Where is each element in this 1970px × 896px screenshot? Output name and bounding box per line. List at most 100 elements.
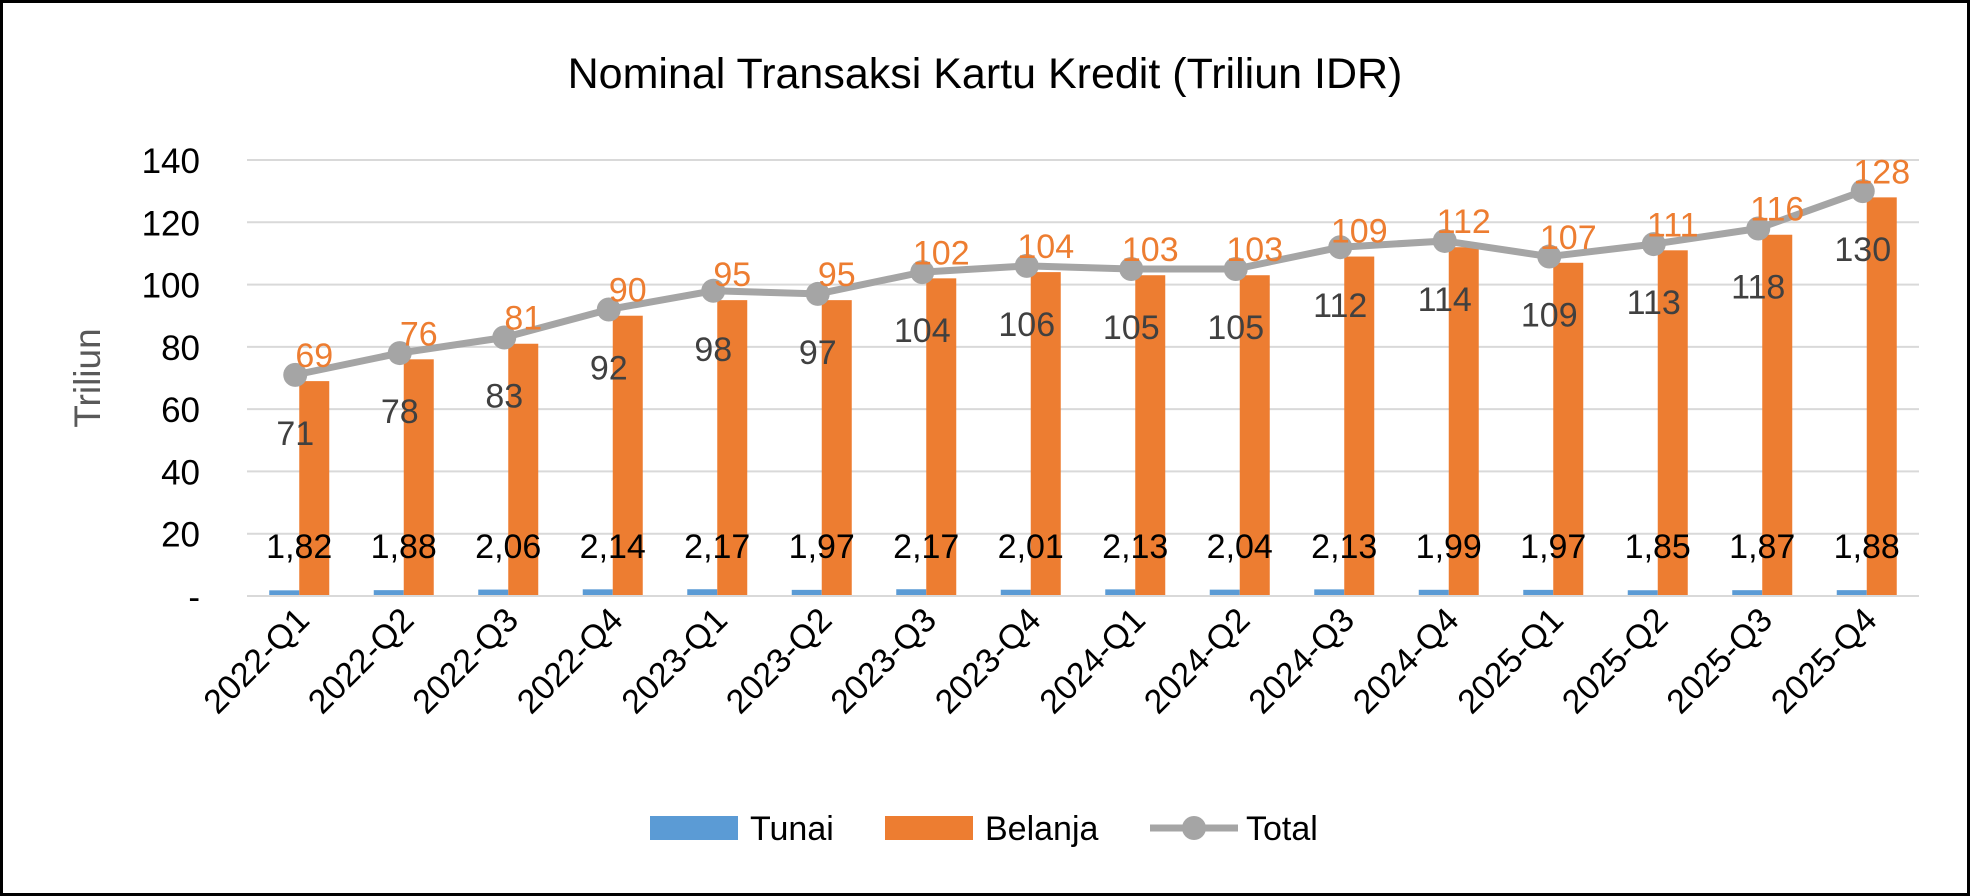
legend: Tunai Belanja Total [650, 810, 1318, 848]
bar-tunai [1836, 590, 1867, 596]
belanja-data-label: 95 [713, 256, 751, 294]
x-tick-label: 2024-Q1 [1032, 601, 1152, 721]
x-tick-label: 2022-Q1 [196, 601, 316, 721]
belanja-data-label: 107 [1540, 219, 1597, 257]
total-data-label: 98 [694, 331, 732, 369]
total-marker [1328, 235, 1353, 260]
bar-tunai [1418, 589, 1449, 596]
total-data-label: 113 [1627, 284, 1681, 322]
bar-tunai [1627, 590, 1658, 596]
belanja-data-label: 116 [1750, 191, 1804, 229]
total-data-label: 112 [1313, 287, 1367, 325]
bar-tunai [1000, 589, 1031, 596]
belanja-data-label: 69 [295, 337, 333, 375]
bar-belanja [1239, 275, 1270, 596]
bar-belanja [1448, 247, 1479, 596]
bar-belanja [508, 343, 539, 596]
total-data-label: 71 [276, 415, 314, 453]
bar-belanja [612, 315, 643, 596]
x-tick-label: 2022-Q2 [301, 601, 421, 721]
tunai-data-label: 1,88 [371, 528, 437, 566]
bar-belanja [926, 278, 957, 596]
y-tick-label: 40 [161, 453, 200, 492]
bar-tunai [896, 589, 927, 596]
y-tick-label: 100 [142, 267, 200, 306]
bar-belanja [1762, 234, 1793, 596]
bar-tunai [478, 589, 509, 596]
total-data-label: 114 [1418, 281, 1472, 319]
x-tick-label: 2023-Q2 [719, 601, 839, 721]
x-tick-label: 2025-Q1 [1450, 601, 1570, 721]
bar-tunai [791, 589, 822, 596]
belanja-data-label: 76 [400, 315, 438, 353]
belanja-data-label: 128 [1853, 153, 1910, 191]
bar-belanja [1135, 275, 1166, 596]
tunai-data-label: 2,13 [1102, 528, 1168, 566]
y-tick-label: 140 [142, 142, 200, 181]
x-tick-label: 2023-Q4 [928, 601, 1048, 721]
total-marker [1432, 228, 1457, 253]
total-marker [1746, 216, 1771, 241]
x-tick-label: 2023-Q3 [823, 601, 943, 721]
legend-label-belanja: Belanja [985, 810, 1099, 848]
total-marker [283, 362, 308, 387]
tunai-data-label: 1,87 [1729, 528, 1795, 566]
bar-belanja [1657, 250, 1688, 597]
tunai-data-label: 2,01 [998, 528, 1064, 566]
bar-tunai [269, 590, 300, 596]
total-data-label: 92 [590, 349, 628, 387]
bar-belanja [1553, 262, 1584, 596]
total-data-label: 105 [1207, 309, 1264, 347]
bar-tunai [1314, 589, 1345, 596]
bar-belanja [403, 359, 434, 596]
total-data-label: 104 [894, 312, 951, 350]
tunai-data-label: 1,82 [266, 528, 332, 566]
total-line [294, 187, 1864, 379]
bar-tunai [373, 590, 404, 596]
legend-label-total: Total [1246, 810, 1318, 848]
total-marker [596, 297, 621, 322]
x-tick-label: 2025-Q2 [1555, 601, 1675, 721]
bar-tunai [1523, 589, 1554, 596]
y-tick-label: 20 [161, 516, 200, 555]
tunai-data-label: 1,97 [1520, 528, 1586, 566]
bar-tunai [1105, 589, 1136, 596]
bar-belanja [821, 300, 852, 596]
total-marker [1850, 179, 1875, 204]
belanja-data-label: 90 [609, 272, 647, 310]
total-marker [1014, 253, 1039, 278]
belanja-data-label: 102 [913, 234, 970, 272]
belanja-data-label: 103 [1122, 231, 1179, 269]
x-tick-label: 2024-Q4 [1346, 601, 1466, 721]
tunai-data-label: 2,04 [1207, 528, 1273, 566]
total-data-label: 109 [1521, 297, 1578, 335]
x-tick-label: 2023-Q1 [614, 601, 734, 721]
bar-belanja [1866, 197, 1897, 596]
total-marker [910, 260, 935, 285]
bar-tunai [1732, 590, 1763, 596]
tunai-data-label: 2,06 [475, 528, 541, 566]
tunai-data-label: 2,17 [684, 528, 750, 566]
y-tick-label: 80 [161, 329, 200, 368]
y-tick-label: 120 [142, 204, 200, 243]
total-marker [1119, 257, 1144, 281]
bar-belanja [299, 381, 330, 596]
total-marker [492, 325, 517, 350]
total-marker [1641, 232, 1666, 257]
tunai-data-label: 1,88 [1834, 528, 1900, 566]
total-marker [1223, 257, 1248, 281]
tunai-data-label: 1,97 [789, 528, 855, 566]
tunai-data-label: 2,14 [580, 528, 646, 566]
belanja-data-label: 81 [504, 300, 542, 338]
total-marker [805, 281, 830, 306]
total-marker [701, 278, 726, 303]
belanja-data-label: 109 [1331, 213, 1388, 251]
total-marker [1537, 244, 1562, 269]
y-axis-label: Triliun [67, 328, 108, 427]
x-tick-label: 2025-Q3 [1659, 601, 1779, 721]
total-marker [387, 341, 412, 366]
y-tick-label: 60 [161, 391, 200, 430]
belanja-data-label: 104 [1017, 228, 1074, 266]
bar-belanja [1344, 256, 1375, 596]
tunai-data-label: 2,13 [1311, 528, 1377, 566]
